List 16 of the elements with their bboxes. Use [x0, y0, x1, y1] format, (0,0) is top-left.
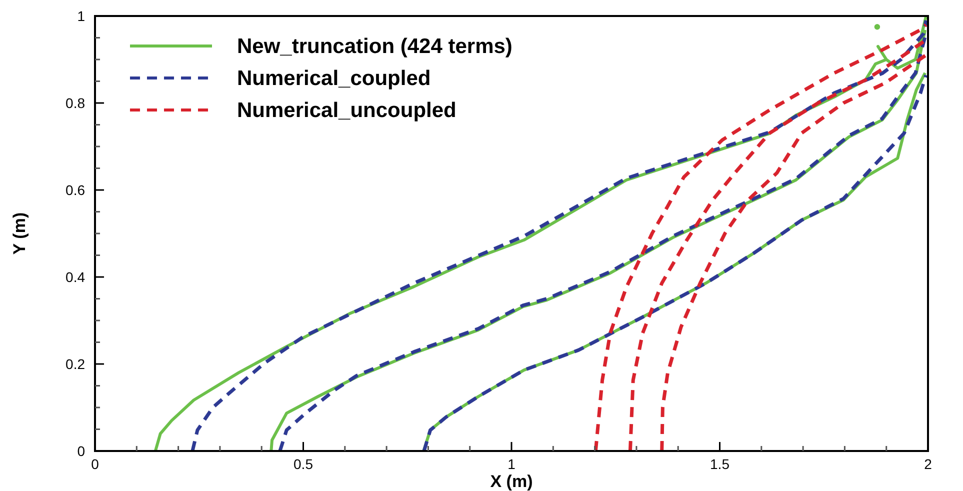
y-tick-label: 1 [77, 8, 86, 24]
legend-label: Numerical_coupled [237, 67, 431, 90]
y-tick-label: 0.4 [66, 269, 86, 285]
y-tick-label: 0.8 [66, 95, 86, 111]
x-axis-title: X (m) [490, 472, 533, 491]
x-tick-label: 0 [91, 456, 100, 472]
legend-label: Numerical_uncoupled [237, 99, 456, 122]
x-tick-label: 0.5 [294, 456, 314, 472]
legend-label: New_truncation (424 terms) [237, 35, 512, 58]
x-tick-label: 1 [508, 456, 516, 472]
y-axis-title: Y (m) [10, 212, 29, 255]
y-tick-label: 0.6 [66, 182, 86, 198]
x-tick-label: 2 [924, 456, 932, 472]
y-tick-label: 0 [77, 443, 86, 459]
y-tick-label: 0.2 [66, 356, 86, 372]
x-tick-label: 1.5 [710, 456, 730, 472]
